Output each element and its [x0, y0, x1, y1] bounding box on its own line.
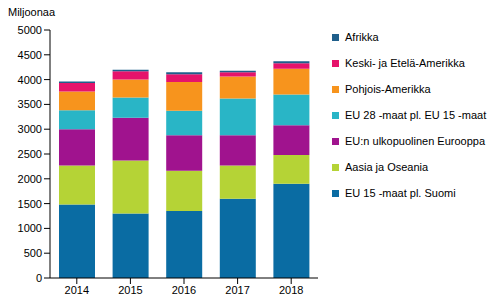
svg-text:3000: 3000	[18, 123, 42, 135]
html-text:EU:n ulkopuolinen Eurooppa: EU:n ulkopuolinen Eurooppa	[345, 135, 485, 147]
svg-text:3500: 3500	[18, 98, 42, 110]
svg-text:2017: 2017	[225, 284, 249, 296]
svg-text:2000: 2000	[18, 173, 42, 185]
svg-text:1500: 1500	[18, 198, 42, 210]
svg-text:1000: 1000	[18, 222, 42, 234]
html-text:Afrikka: Afrikka	[345, 31, 379, 43]
svg-text:0: 0	[36, 272, 42, 284]
html-text:EU 28 -maat pl. EU 15 -maat: EU 28 -maat pl. EU 15 -maat	[345, 109, 487, 121]
svg-text:2016: 2016	[172, 284, 196, 296]
html-text:Miljoonaa: Miljoonaa	[8, 6, 56, 18]
svg-text:2018: 2018	[279, 284, 303, 296]
svg-text:2015: 2015	[118, 284, 142, 296]
svg-text:4000: 4000	[18, 74, 42, 86]
html-text:Aasia ja Oseania: Aasia ja Oseania	[345, 161, 429, 173]
svg-text:2014: 2014	[65, 284, 89, 296]
svg-text:4500: 4500	[18, 49, 42, 61]
svg-text:500: 500	[24, 247, 42, 259]
html-text:Keski- ja Etelä-Amerikka: Keski- ja Etelä-Amerikka	[345, 57, 465, 69]
html-text:EU 15 -maat pl. Suomi: EU 15 -maat pl. Suomi	[345, 187, 456, 199]
svg-text:5000: 5000	[18, 24, 42, 36]
html-text:Pohjois-Amerikka: Pohjois-Amerikka	[345, 83, 431, 95]
svg-text:2500: 2500	[18, 148, 42, 160]
